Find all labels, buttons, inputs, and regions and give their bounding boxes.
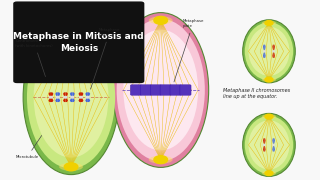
FancyBboxPatch shape: [131, 85, 141, 95]
Circle shape: [264, 51, 265, 52]
Polygon shape: [263, 145, 264, 152]
Circle shape: [154, 16, 168, 24]
Ellipse shape: [248, 27, 290, 76]
Polygon shape: [274, 52, 275, 58]
FancyBboxPatch shape: [13, 1, 144, 83]
Circle shape: [64, 96, 67, 98]
Ellipse shape: [262, 21, 276, 25]
Polygon shape: [58, 92, 60, 97]
Polygon shape: [264, 45, 266, 51]
Text: Metaphase
plate: Metaphase plate: [174, 19, 204, 82]
Ellipse shape: [262, 171, 276, 176]
Ellipse shape: [262, 114, 276, 119]
Polygon shape: [264, 145, 266, 152]
Polygon shape: [51, 92, 53, 97]
Ellipse shape: [123, 30, 198, 150]
Text: Centromere
(with kinetochores): Centromere (with kinetochores): [15, 39, 53, 76]
Circle shape: [265, 77, 273, 82]
Polygon shape: [272, 52, 274, 58]
Polygon shape: [49, 98, 51, 102]
Polygon shape: [88, 92, 90, 97]
Ellipse shape: [243, 113, 295, 176]
Polygon shape: [55, 92, 58, 97]
Polygon shape: [72, 92, 75, 97]
Polygon shape: [49, 92, 51, 97]
Circle shape: [80, 96, 82, 98]
Circle shape: [86, 96, 89, 98]
Polygon shape: [55, 98, 58, 102]
FancyBboxPatch shape: [150, 85, 161, 95]
Text: Metaphase in Mitosis and
Meiosis: Metaphase in Mitosis and Meiosis: [13, 31, 144, 53]
Ellipse shape: [149, 16, 173, 24]
Polygon shape: [272, 145, 274, 152]
Ellipse shape: [262, 77, 276, 82]
Circle shape: [273, 51, 274, 52]
Ellipse shape: [149, 156, 173, 164]
Polygon shape: [78, 98, 81, 102]
Polygon shape: [274, 138, 275, 144]
Circle shape: [265, 21, 273, 25]
Polygon shape: [81, 98, 84, 102]
Circle shape: [64, 163, 78, 171]
FancyBboxPatch shape: [180, 85, 191, 95]
Text: Metaphase
plate: Metaphase plate: [91, 28, 120, 89]
Polygon shape: [58, 98, 60, 102]
Polygon shape: [72, 98, 75, 102]
Circle shape: [265, 114, 273, 119]
Polygon shape: [66, 98, 68, 102]
Text: Metaphase II chromosomes
line up at the equator.: Metaphase II chromosomes line up at the …: [223, 88, 290, 99]
Polygon shape: [66, 92, 68, 97]
Polygon shape: [78, 92, 81, 97]
Polygon shape: [263, 138, 264, 144]
FancyBboxPatch shape: [170, 85, 181, 95]
Text: Microtubule: Microtubule: [15, 136, 42, 159]
Ellipse shape: [113, 13, 209, 167]
Polygon shape: [63, 98, 66, 102]
Ellipse shape: [23, 20, 119, 175]
Polygon shape: [264, 52, 266, 58]
Circle shape: [154, 156, 168, 164]
Ellipse shape: [243, 20, 295, 83]
Ellipse shape: [245, 22, 293, 80]
Polygon shape: [51, 98, 53, 102]
Ellipse shape: [248, 120, 290, 170]
FancyBboxPatch shape: [140, 85, 151, 95]
Polygon shape: [274, 145, 275, 152]
Circle shape: [265, 171, 273, 176]
Polygon shape: [88, 98, 90, 102]
Polygon shape: [263, 45, 264, 51]
Polygon shape: [272, 138, 274, 144]
Ellipse shape: [34, 37, 108, 158]
Polygon shape: [85, 92, 88, 97]
Polygon shape: [70, 92, 72, 97]
Circle shape: [56, 96, 59, 98]
Ellipse shape: [27, 26, 115, 168]
FancyBboxPatch shape: [160, 85, 171, 95]
Polygon shape: [263, 52, 264, 58]
Polygon shape: [63, 92, 66, 97]
Circle shape: [50, 96, 52, 98]
Ellipse shape: [116, 19, 205, 161]
Polygon shape: [81, 92, 84, 97]
Ellipse shape: [59, 163, 83, 171]
Polygon shape: [272, 45, 274, 51]
Polygon shape: [274, 45, 275, 51]
Ellipse shape: [59, 24, 83, 32]
Polygon shape: [264, 138, 266, 144]
Ellipse shape: [245, 116, 293, 174]
Circle shape: [64, 24, 78, 32]
Polygon shape: [70, 98, 72, 102]
Polygon shape: [85, 98, 88, 102]
Circle shape: [71, 96, 74, 98]
